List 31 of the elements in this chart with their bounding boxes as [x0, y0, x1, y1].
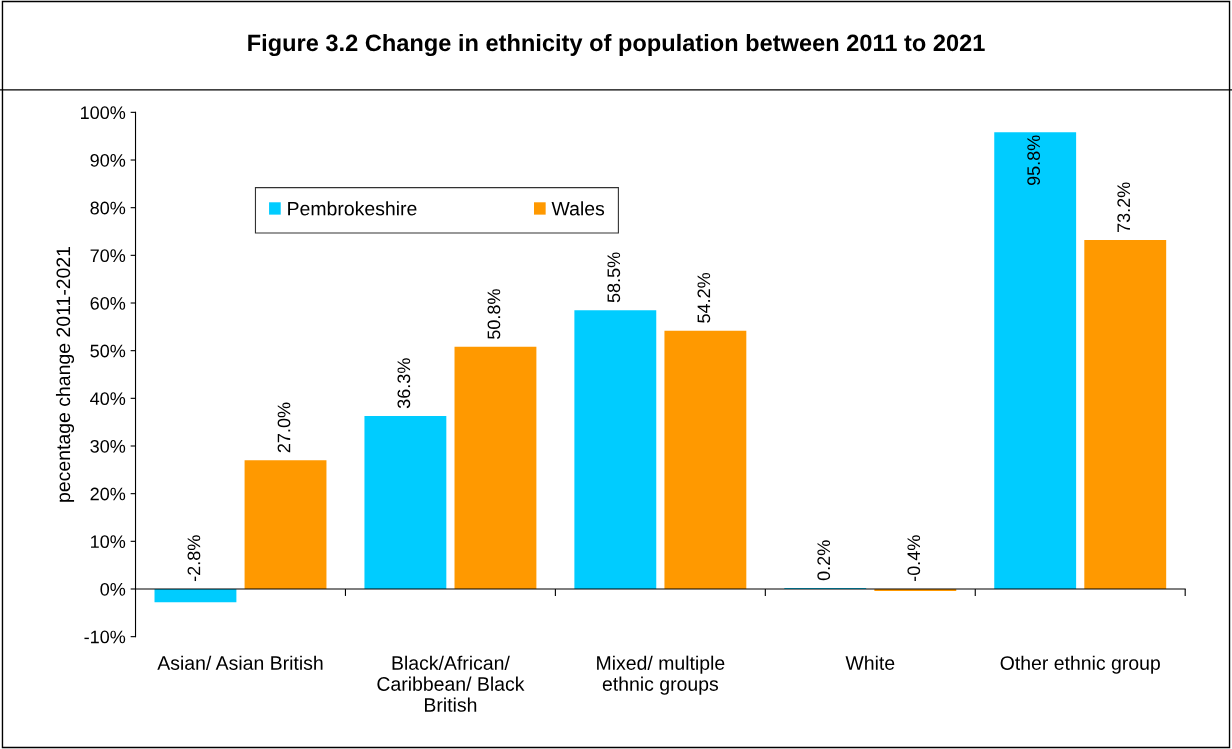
data-label: 95.8% — [1027, 135, 1041, 186]
data-label: 36.3% — [397, 358, 411, 409]
y-tick-label: -10% — [84, 630, 126, 644]
chart-title: Figure 3.2 Change in ethnicity of population between 2011 to 2021 — [248, 33, 985, 56]
y-tick-label: 0% — [100, 582, 126, 596]
legend-label: Wales — [551, 201, 605, 216]
data-label: -0.4% — [907, 535, 921, 582]
y-tick-label: 20% — [90, 487, 126, 501]
data-label: 73.2% — [1117, 182, 1131, 233]
data-label: 27.0% — [277, 402, 291, 453]
data-label: 0.2% — [817, 540, 831, 581]
y-tick-label: 30% — [90, 439, 126, 453]
data-label: -2.8% — [187, 535, 201, 582]
x-tick-label: Other ethnic group — [1000, 655, 1160, 674]
y-axis-title: pecentage change 2011-2021 — [55, 246, 75, 502]
x-tick-label: Black/African/ Caribbean/ Black British — [377, 655, 525, 712]
y-tick-label: 10% — [91, 535, 126, 549]
x-tick-label: White — [845, 655, 895, 670]
x-tick-label: Asian/ Asian British — [157, 655, 323, 670]
data-label: 58.5% — [607, 252, 621, 303]
y-tick-label: 50% — [90, 344, 126, 358]
data-label: 50.8% — [487, 289, 501, 339]
y-tick-label: 40% — [90, 392, 126, 406]
y-tick-label: 100% — [81, 106, 126, 120]
y-tick-label: 70% — [90, 249, 126, 263]
legend-label: Pembrokeshire — [288, 201, 417, 216]
y-tick-label: 60% — [90, 296, 126, 310]
x-tick-label: Mixed/ multiple ethnic groups — [597, 655, 725, 695]
y-tick-label: 90% — [90, 153, 126, 167]
y-tick-label: 80% — [90, 201, 126, 215]
data-label: 54.2% — [697, 272, 711, 323]
